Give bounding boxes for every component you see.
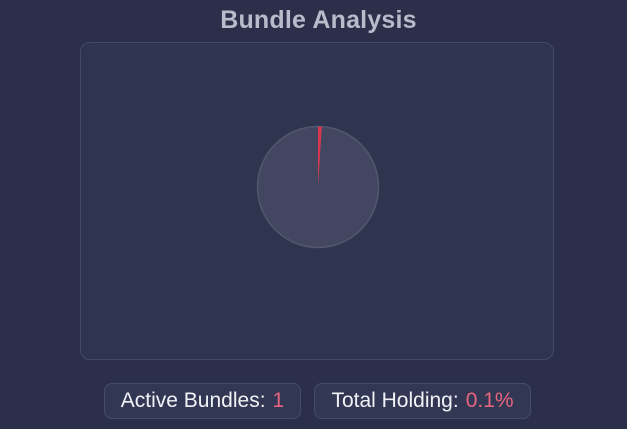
total-holding-label: Total Holding: xyxy=(331,389,459,412)
bundle-pie-chart[interactable] xyxy=(256,125,380,249)
active-bundles-label: Active Bundles: xyxy=(120,389,266,412)
page-title: Bundle Analysis xyxy=(220,6,417,34)
stats-bar: Active Bundles: 1 Total Holding: 0.1% xyxy=(0,383,627,420)
active-bundles-value: 1 xyxy=(272,389,285,412)
total-holding-value: 0.1% xyxy=(465,389,514,412)
pie-slice-bundle[interactable] xyxy=(318,126,322,188)
active-bundles-stat: Active Bundles: 1 xyxy=(104,383,301,419)
total-holding-stat: Total Holding: 0.1% xyxy=(314,383,531,419)
